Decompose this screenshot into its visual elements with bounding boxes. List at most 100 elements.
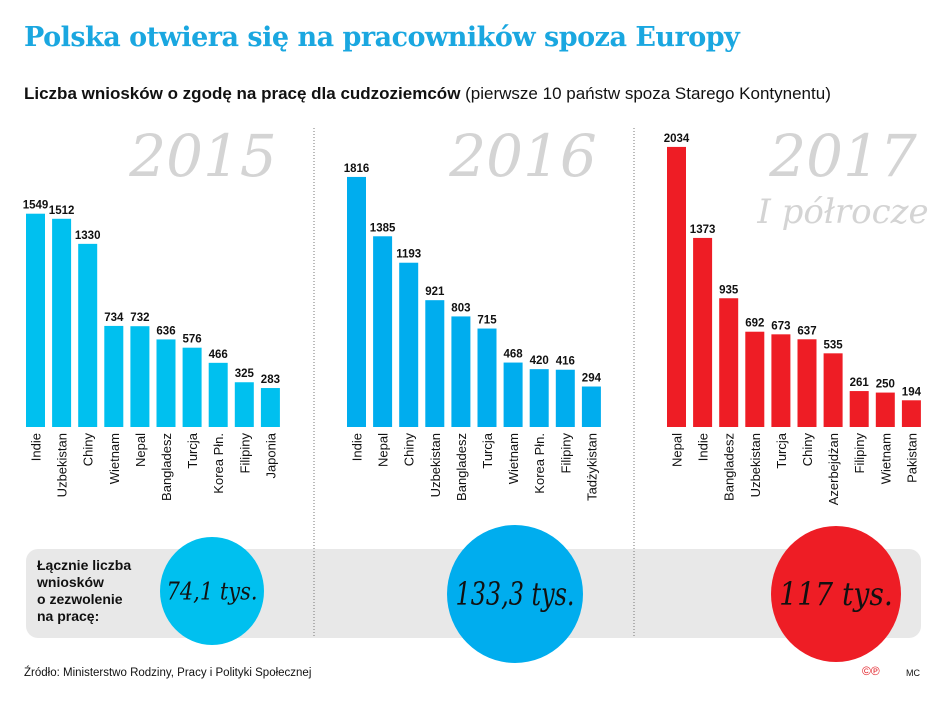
data-label: 673 (771, 320, 790, 332)
source-note: Źródło: Ministerstwo Rodziny, Pracy i Po… (24, 667, 312, 679)
year-label: 2015 (128, 122, 277, 190)
category-label: Chiny (81, 433, 96, 467)
category-label: Nepal (376, 433, 391, 467)
category-label: Indie (29, 433, 44, 461)
category-label: Turcja (185, 432, 200, 468)
data-label: 468 (504, 349, 524, 361)
year-label: 2017 (768, 122, 917, 190)
category-label: Korea Płn. (211, 433, 226, 494)
bar (719, 298, 739, 427)
category-label: Chiny (800, 433, 815, 467)
category-label: Pakistan (904, 433, 919, 483)
category-label: Filipiny (558, 433, 573, 474)
data-label: 535 (824, 339, 844, 351)
bar (823, 353, 843, 427)
subtitle: Liczba wniosków o zgodę na pracę dla cud… (24, 84, 831, 104)
data-label: 2034 (664, 133, 690, 145)
category-label: Uzbekistan (55, 433, 70, 497)
category-label: Uzbekistan (748, 433, 763, 497)
category-label: Azerbejdżan (826, 433, 841, 505)
data-label: 1385 (370, 222, 396, 234)
bar (208, 362, 228, 427)
category-label: Turcja (774, 432, 789, 468)
total-circle (447, 525, 583, 663)
bar (182, 347, 202, 427)
category-label: Indie (696, 433, 711, 461)
category-label: Bangladesz (722, 433, 737, 501)
category-label: Filipiny (237, 433, 252, 474)
data-label: 250 (876, 379, 895, 391)
category-label: Wietnam (506, 433, 521, 484)
data-label: 194 (902, 386, 922, 398)
bar (477, 328, 497, 427)
category-label: Nepal (670, 433, 685, 467)
bar (52, 218, 72, 427)
data-label: 466 (209, 349, 228, 361)
subtitle-bold: Liczba wniosków o zgodę na pracę dla cud… (24, 84, 461, 103)
category-label: Indie (350, 433, 365, 461)
data-label: 1512 (49, 205, 75, 217)
bar (26, 213, 45, 427)
bar (693, 237, 713, 427)
bar (373, 236, 393, 427)
data-label: 637 (797, 325, 816, 337)
category-label: Bangladesz (159, 433, 174, 501)
bar (78, 243, 98, 427)
data-label: 283 (261, 374, 280, 386)
bar (581, 386, 601, 427)
data-label: 692 (745, 318, 764, 330)
data-label: 294 (582, 373, 602, 385)
data-label: 734 (104, 312, 124, 324)
bar (347, 176, 366, 427)
totals-label-line: wniosków (36, 574, 104, 590)
data-label: 416 (556, 356, 575, 368)
bar (555, 369, 575, 427)
data-label: 576 (183, 334, 202, 346)
category-label: Turcja (480, 432, 495, 468)
total-circle (160, 537, 264, 645)
bar (104, 325, 124, 427)
data-label: 935 (719, 284, 739, 296)
data-label: 1373 (690, 224, 716, 236)
data-label: 261 (850, 377, 870, 389)
bar (849, 391, 869, 427)
bar (875, 392, 895, 427)
category-label: Nepal (133, 433, 148, 467)
total-value: 117 tys. (779, 575, 893, 613)
category-label: Wietnam (878, 433, 893, 484)
category-label: Wietnam (107, 433, 122, 484)
data-label: 325 (235, 368, 255, 380)
totals-label-line: na pracę: (37, 608, 99, 624)
category-label: Korea Płn. (532, 433, 547, 494)
category-label: Tadżykistan (584, 433, 599, 501)
category-label: Japonia (263, 432, 278, 478)
bar (451, 316, 471, 427)
total-value: 74,1 tys. (167, 577, 258, 605)
period-label: I półrocze (756, 192, 928, 232)
total-circle (771, 526, 901, 662)
bar (156, 339, 176, 427)
bar (130, 326, 150, 427)
page-title: Polska otwiera się na pracowników spoza … (24, 22, 740, 53)
copyright-logo: ©℗ (862, 664, 880, 678)
bar (399, 262, 419, 427)
data-label: 1193 (396, 249, 421, 261)
totals-label-line: o zezwolenie (37, 591, 123, 607)
year-label: 2016 (448, 122, 597, 190)
author-initials: MC (906, 668, 920, 678)
data-label: 715 (477, 315, 497, 327)
bar (771, 334, 791, 427)
data-label: 420 (530, 355, 549, 367)
bar (425, 300, 445, 427)
bar (503, 362, 523, 427)
subtitle-rest: (pierwsze 10 państw spoza Starego Kontyn… (460, 84, 831, 103)
bar (529, 369, 549, 427)
bar (260, 388, 280, 427)
data-label: 921 (425, 286, 445, 298)
data-label: 803 (451, 302, 470, 314)
bar (901, 400, 921, 427)
bar (797, 339, 817, 427)
total-value: 133,3 tys. (456, 575, 575, 613)
